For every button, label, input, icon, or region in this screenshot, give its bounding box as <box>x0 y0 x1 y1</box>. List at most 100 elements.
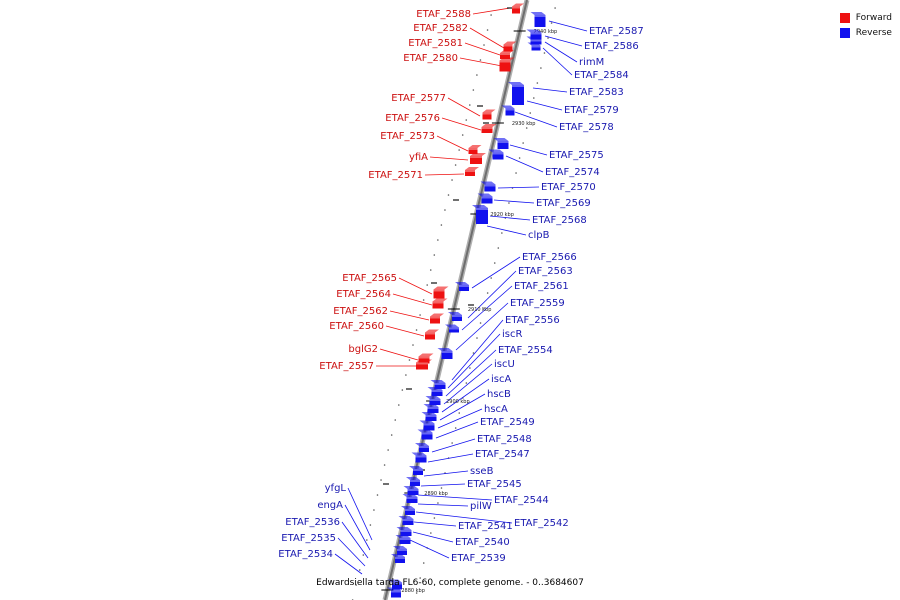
gene-top <box>445 324 459 328</box>
reverse-gene <box>526 36 542 45</box>
gene-highlight <box>482 112 492 115</box>
gene-body <box>452 315 462 321</box>
forward-gene <box>433 286 449 299</box>
forward-gene-label: ETAF_2581 <box>408 38 463 49</box>
gene-top <box>396 527 412 530</box>
reverse-gene <box>472 205 488 224</box>
reverse-gene-label: ETAF_2540 <box>455 537 510 548</box>
tick-dot <box>469 104 471 106</box>
forward-gene-label: ETAF_2588 <box>416 9 471 20</box>
tick-dot <box>380 479 382 481</box>
gene-body <box>468 148 478 154</box>
reverse-gene <box>388 579 402 590</box>
tick-dot <box>493 262 496 264</box>
gene-highlight <box>395 557 405 559</box>
tick-dot <box>373 509 375 511</box>
leader-line <box>441 117 482 131</box>
leader-line <box>447 333 501 389</box>
gene-body <box>481 127 493 133</box>
leader-line <box>385 325 425 337</box>
tick-dot <box>458 149 460 151</box>
gene-highlight <box>465 170 475 172</box>
gene-top <box>419 420 435 424</box>
leader-line <box>447 97 481 117</box>
gene-body <box>432 301 444 309</box>
forward-gene <box>482 109 496 120</box>
gene-highlight <box>397 549 407 551</box>
gene-highlight <box>413 469 423 471</box>
reverse-gene-label: yfgL <box>325 483 347 494</box>
leader-line <box>532 87 568 93</box>
tick-dot <box>497 247 500 249</box>
forward-gene <box>468 145 482 154</box>
tick-dot <box>376 494 379 496</box>
reverse-gene <box>430 380 446 389</box>
leader-line <box>412 531 454 543</box>
scale-tick-label: 2930 kbp <box>512 121 536 127</box>
gene-highlight <box>484 184 496 187</box>
leader-line <box>431 438 476 453</box>
gene-highlight <box>505 108 515 111</box>
gene-body <box>400 530 412 536</box>
tick-dot <box>397 404 400 406</box>
forward-gene <box>499 57 515 72</box>
leader-line <box>341 521 369 559</box>
reverse-gene <box>445 324 459 333</box>
gene-highlight <box>415 455 427 458</box>
leader-line <box>489 215 531 221</box>
forward-gene-label: ETAF_2577 <box>391 93 446 104</box>
gene-top <box>416 359 432 363</box>
reverse-gene <box>415 443 429 452</box>
gene-top <box>482 109 496 113</box>
tick-dot <box>454 427 457 429</box>
reverse-gene-label: ETAF_2566 <box>522 252 577 263</box>
gene-highlight <box>410 480 420 482</box>
leader-line <box>514 111 558 128</box>
tick-dot <box>422 299 425 301</box>
leader-line <box>469 27 505 49</box>
gene-body <box>397 549 407 555</box>
gene-highlight <box>407 489 419 491</box>
reverse-gene <box>401 506 415 515</box>
gene-body <box>425 332 435 340</box>
tick-dot <box>355 584 357 586</box>
gene-top <box>512 3 524 7</box>
leader-line <box>337 537 366 567</box>
reverse-gene <box>409 466 423 475</box>
leader-line <box>420 483 466 487</box>
forward-gene-label: ETAF_2560 <box>329 321 384 332</box>
tick-dot <box>454 164 457 166</box>
gene-top <box>401 506 415 509</box>
tick-dot <box>433 517 436 519</box>
forward-gene <box>470 153 486 164</box>
forward-gene-label: ETAF_2580 <box>403 53 458 64</box>
reverse-gene <box>411 452 427 463</box>
leader-line <box>379 348 419 361</box>
gene-body <box>476 208 488 224</box>
tick-dot <box>486 292 489 294</box>
tick-dot <box>483 307 485 309</box>
reverse-gene-label: rimM <box>579 57 604 68</box>
leader-line <box>548 20 588 32</box>
gene-body <box>425 415 437 421</box>
gene-body <box>531 45 541 51</box>
tick-dot <box>362 554 365 556</box>
reverse-gene <box>488 149 504 160</box>
tick-dot <box>358 569 361 571</box>
tick-dot <box>483 44 485 46</box>
scale-tick-label: 2910 kbp <box>468 307 492 313</box>
gene-top <box>493 138 509 141</box>
scale-tick-label: 2940 kbp <box>534 29 558 35</box>
gene-highlight <box>402 519 414 521</box>
leader-line <box>544 35 583 47</box>
gene-top <box>526 36 542 40</box>
reverse-gene-label: ETAF_2545 <box>467 479 522 490</box>
gene-top <box>430 380 446 383</box>
tick-dot <box>451 179 453 181</box>
tick-dot <box>387 449 389 451</box>
gene-body <box>406 497 418 503</box>
leader-line <box>509 144 548 156</box>
gene-highlight <box>476 208 488 210</box>
tick-dot <box>461 134 464 136</box>
gene-highlight <box>427 407 439 409</box>
